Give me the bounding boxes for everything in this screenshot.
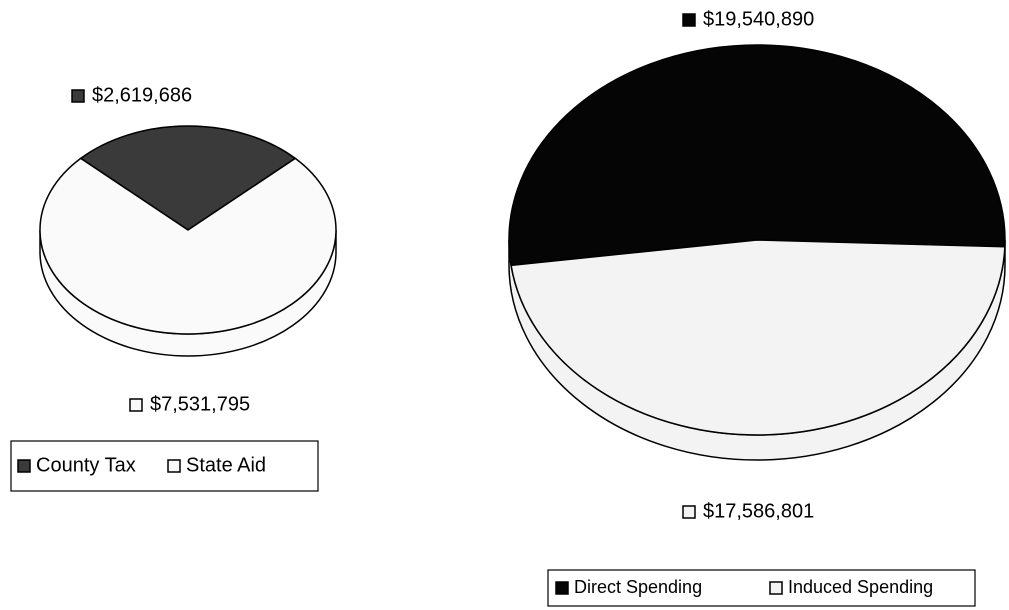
label-swatch: [71, 89, 85, 103]
data-label: $7,531,795: [150, 393, 250, 415]
data-label: $19,540,890: [703, 8, 814, 30]
legend-box: [547, 569, 976, 607]
legend-label: County Tax: [36, 454, 136, 476]
legend-swatch: [769, 581, 783, 595]
legend-label: State Aid: [186, 454, 266, 476]
legend-swatch: [555, 581, 569, 595]
data-label: $17,586,801: [703, 500, 814, 522]
label-swatch: [682, 13, 696, 27]
pie-slice: [508, 44, 1006, 267]
legend-swatch: [17, 459, 31, 473]
legend-box: [10, 440, 319, 492]
legend-label: Direct Spending: [574, 577, 702, 597]
pie-slice: [79, 125, 297, 231]
label-swatch: [129, 398, 143, 412]
pie-slice: [39, 157, 337, 335]
legend-label: Induced Spending: [788, 577, 933, 597]
pie-slice: [510, 239, 1006, 436]
data-label: $2,619,686: [92, 84, 192, 106]
label-swatch: [682, 505, 696, 519]
legend-swatch: [167, 459, 181, 473]
